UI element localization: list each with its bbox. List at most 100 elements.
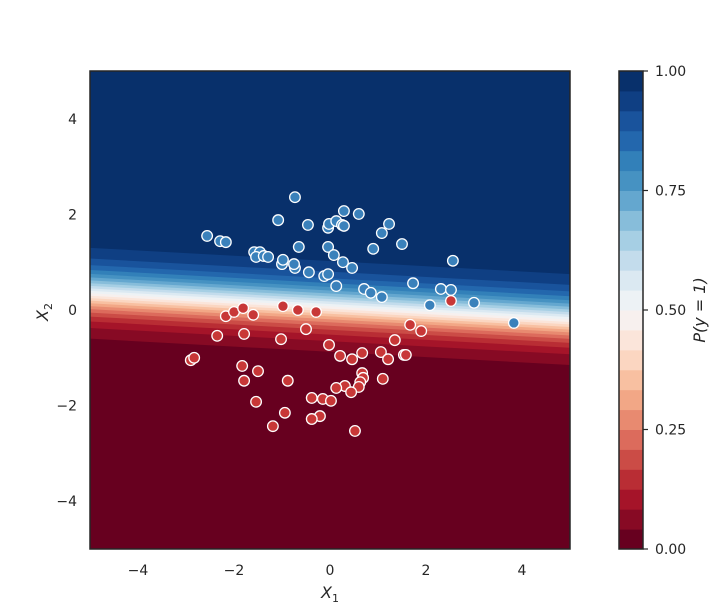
- colorbar-tick-label: 0.75: [655, 184, 686, 200]
- data-point: [238, 374, 251, 387]
- colorbar-swatch: [619, 369, 643, 391]
- colorbar-swatch: [619, 329, 643, 351]
- data-point: [305, 413, 318, 425]
- data-point: [407, 277, 419, 290]
- colorbar-swatch: [619, 170, 643, 191]
- data-point: [327, 249, 340, 261]
- data-point: [277, 300, 289, 313]
- data-point: [289, 191, 301, 204]
- colorbar-swatch: [619, 449, 643, 470]
- colorbar-swatch: [619, 529, 643, 550]
- data-point: [507, 316, 520, 329]
- data-point: [346, 353, 359, 366]
- data-point: [330, 280, 343, 293]
- data-point: [349, 424, 361, 437]
- x-tick-label: 4: [518, 563, 527, 579]
- data-point: [468, 296, 480, 309]
- colorbar-swatch: [619, 349, 643, 371]
- colorbar-swatch: [619, 150, 643, 172]
- data-point: [247, 308, 260, 321]
- colorbar-tick-label: 1.00: [655, 64, 686, 80]
- data-point: [375, 227, 388, 239]
- plot-frame: [89, 70, 571, 550]
- data-point: [356, 347, 369, 359]
- x-axis-label: X1: [320, 583, 339, 605]
- y-tick-label: 4: [68, 112, 77, 128]
- data-point: [288, 258, 300, 271]
- data-point: [302, 266, 315, 279]
- data-point: [345, 386, 358, 399]
- data-point: [201, 229, 214, 242]
- probability-contour-bands: [90, 71, 570, 549]
- data-point: [291, 304, 304, 316]
- colorbar: [619, 71, 643, 550]
- data-point: [404, 318, 417, 331]
- x-tick-label: −4: [128, 563, 149, 579]
- data-point: [399, 348, 412, 361]
- data-point: [301, 218, 314, 231]
- data-point: [445, 283, 457, 296]
- data-point: [236, 359, 249, 372]
- y-axis-label: X2: [33, 303, 55, 322]
- colorbar-swatch: [619, 389, 643, 411]
- colorbar-swatch: [619, 509, 643, 530]
- data-point: [383, 218, 395, 230]
- data-point: [346, 261, 359, 274]
- colorbar-swatch: [619, 310, 643, 331]
- colorbar-swatch: [619, 429, 643, 450]
- data-point: [237, 302, 250, 315]
- colorbar-tick-label: 0.25: [655, 423, 686, 439]
- colorbar-swatch: [619, 469, 643, 490]
- colorbar-tick-label: 0.00: [655, 542, 686, 558]
- data-point: [281, 374, 294, 387]
- data-point: [325, 394, 337, 407]
- data-point: [446, 254, 459, 267]
- colorbar-swatch: [619, 290, 643, 311]
- data-point: [305, 392, 318, 404]
- y-tick-label: −2: [56, 399, 77, 415]
- colorbar-swatch: [619, 250, 643, 271]
- data-point: [396, 238, 408, 250]
- data-point: [367, 242, 380, 255]
- data-point: [250, 395, 263, 408]
- data-point: [374, 346, 387, 359]
- scatter-points: [184, 191, 520, 437]
- data-point: [188, 351, 201, 364]
- x-axis-ticks: −4 −2 0 2 4: [128, 563, 527, 579]
- data-point: [434, 283, 447, 295]
- data-point: [300, 323, 312, 336]
- data-point: [337, 256, 349, 269]
- contour-band: [90, 71, 570, 275]
- colorbar-swatch: [619, 130, 643, 152]
- data-point: [364, 286, 377, 299]
- data-point: [277, 253, 289, 266]
- colorbar-swatch: [619, 230, 643, 251]
- data-point: [266, 420, 279, 433]
- y-tick-label: 0: [68, 303, 77, 319]
- data-point: [375, 291, 388, 304]
- colorbar-swatch: [619, 270, 643, 291]
- colorbar-swatch: [619, 90, 643, 112]
- data-point: [337, 205, 350, 218]
- data-point: [211, 329, 224, 342]
- data-point: [272, 214, 285, 227]
- colorbar-ticks: 0.00 0.25 0.50 0.75 1.00: [643, 64, 686, 558]
- data-point: [262, 250, 275, 263]
- data-point: [330, 381, 343, 394]
- x-tick-label: 0: [326, 563, 335, 579]
- y-tick-label: −4: [56, 494, 77, 510]
- colorbar-swatch: [619, 110, 643, 132]
- data-point: [382, 353, 395, 366]
- y-tick-label: 2: [68, 207, 77, 223]
- y-axis-ticks: −4 −2 0 2 4: [56, 112, 77, 510]
- colorbar-tick-label: 0.50: [655, 303, 686, 319]
- colorbar-swatch: [619, 190, 643, 211]
- data-point: [219, 236, 232, 249]
- data-point: [310, 305, 323, 318]
- data-point: [423, 299, 436, 312]
- data-point: [415, 325, 428, 337]
- data-point: [292, 240, 305, 253]
- data-point: [275, 333, 287, 346]
- colorbar-swatch: [619, 71, 643, 92]
